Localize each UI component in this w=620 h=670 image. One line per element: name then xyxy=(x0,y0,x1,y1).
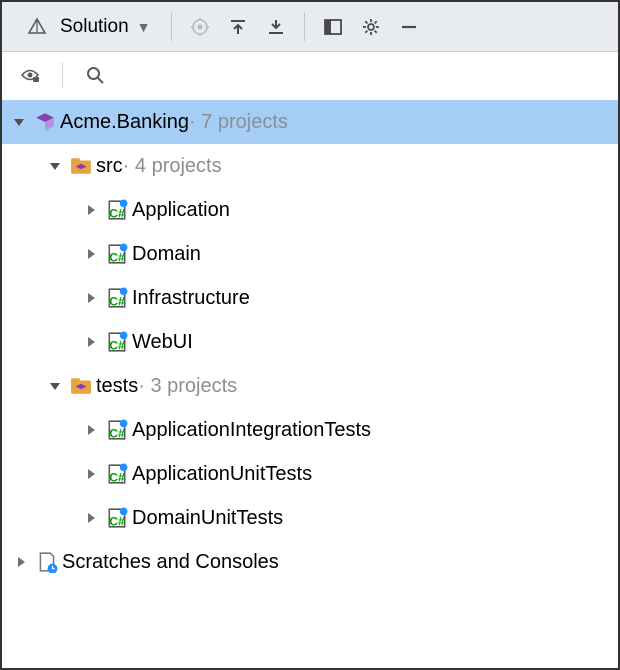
expand-toggle[interactable] xyxy=(80,292,102,304)
expand-toggle[interactable] xyxy=(44,160,66,172)
scratches-label: Scratches and Consoles xyxy=(62,551,279,574)
expand-toggle[interactable] xyxy=(80,512,102,524)
view-options-button[interactable] xyxy=(14,59,46,91)
project-node[interactable]: ApplicationUnitTests xyxy=(2,452,618,496)
project-name: DomainUnitTests xyxy=(132,507,283,530)
solution-suffix: · 7 projects xyxy=(189,111,288,134)
project-node[interactable]: DomainUnitTests xyxy=(2,496,618,540)
folder-node-tests[interactable]: tests · 3 projects xyxy=(2,364,618,408)
expand-toggle[interactable] xyxy=(80,468,102,480)
expand-toggle[interactable] xyxy=(80,248,102,260)
collapse-all-button[interactable] xyxy=(260,11,292,43)
scratches-icon xyxy=(32,551,62,573)
project-node[interactable]: Infrastructure xyxy=(2,276,618,320)
project-name: ApplicationIntegrationTests xyxy=(132,419,371,442)
folder-name: src xyxy=(96,155,123,178)
project-node[interactable]: Application xyxy=(2,188,618,232)
panel-options-button[interactable] xyxy=(317,11,349,43)
expand-toggle[interactable] xyxy=(10,556,32,568)
expand-toggle[interactable] xyxy=(44,380,66,392)
view-label: Solution xyxy=(60,16,129,38)
csproj-icon xyxy=(102,199,132,221)
project-node[interactable]: Domain xyxy=(2,232,618,276)
csproj-icon xyxy=(102,419,132,441)
folder-node-src[interactable]: src · 4 projects xyxy=(2,144,618,188)
chevron-down-icon: ▼ xyxy=(137,19,151,35)
solution-tree: Acme.Banking · 7 projects src · 4 projec… xyxy=(2,98,618,594)
folder-suffix: · 3 projects xyxy=(138,375,237,398)
folder-name: tests xyxy=(96,375,138,398)
toolbar: Solution ▼ xyxy=(2,2,618,52)
solution-icon xyxy=(30,111,60,133)
locate-button[interactable] xyxy=(184,11,216,43)
expand-all-button[interactable] xyxy=(222,11,254,43)
scratches-node[interactable]: Scratches and Consoles xyxy=(2,540,618,584)
csproj-icon xyxy=(102,287,132,309)
expand-toggle[interactable] xyxy=(8,116,30,128)
expand-toggle[interactable] xyxy=(80,336,102,348)
project-name: WebUI xyxy=(132,331,193,354)
expand-toggle[interactable] xyxy=(80,424,102,436)
separator xyxy=(304,13,305,41)
expand-toggle[interactable] xyxy=(80,204,102,216)
project-name: ApplicationUnitTests xyxy=(132,463,312,486)
solution-icon xyxy=(22,17,52,37)
csproj-icon xyxy=(102,331,132,353)
search-button[interactable] xyxy=(79,59,111,91)
csproj-icon xyxy=(102,507,132,529)
folder-suffix: · 4 projects xyxy=(123,155,222,178)
folder-icon xyxy=(66,155,96,177)
project-name: Domain xyxy=(132,243,201,266)
project-node[interactable]: ApplicationIntegrationTests xyxy=(2,408,618,452)
solution-name: Acme.Banking xyxy=(60,111,189,134)
csproj-icon xyxy=(102,243,132,265)
secondary-toolbar xyxy=(2,52,618,98)
csproj-icon xyxy=(102,463,132,485)
project-node[interactable]: WebUI xyxy=(2,320,618,364)
hide-button[interactable] xyxy=(393,11,425,43)
folder-icon xyxy=(66,375,96,397)
view-dropdown[interactable]: Solution ▼ xyxy=(14,12,159,42)
settings-button[interactable] xyxy=(355,11,387,43)
separator xyxy=(171,13,172,41)
project-name: Infrastructure xyxy=(132,287,250,310)
solution-node[interactable]: Acme.Banking · 7 projects xyxy=(2,100,618,144)
project-name: Application xyxy=(132,199,230,222)
separator xyxy=(62,62,63,88)
